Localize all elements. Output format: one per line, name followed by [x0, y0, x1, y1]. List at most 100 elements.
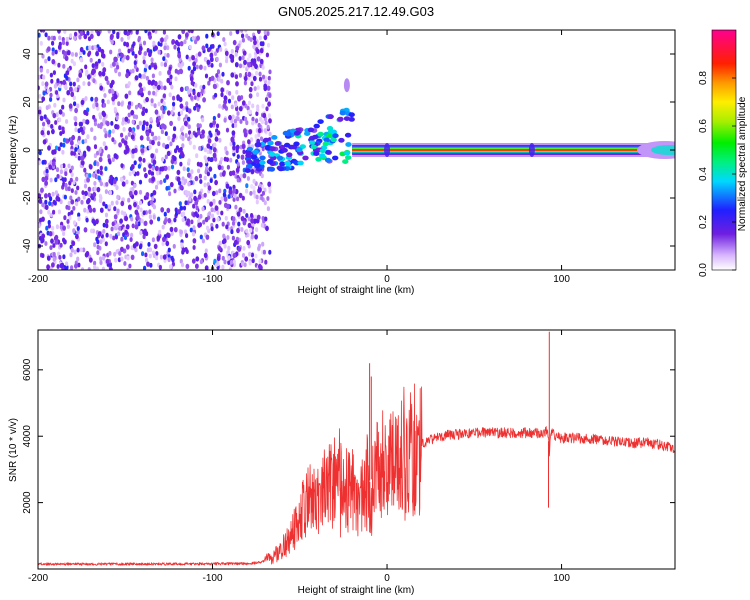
heatmap-cell [107, 30, 111, 34]
heatmap-cell [42, 30, 46, 33]
heatmap-cell [70, 210, 74, 215]
heatmap-cell [185, 233, 189, 239]
heatmap-cell [250, 81, 254, 87]
heatmap-cell [226, 80, 230, 86]
heatmap-cell [225, 183, 230, 189]
heatmap-cell [191, 258, 196, 264]
heatmap-cell [148, 209, 152, 215]
colorbar-tick-label: 0.6 [698, 119, 709, 133]
heatmap-cell [144, 63, 148, 69]
snr-y-tick-label: 4000 [22, 425, 33, 448]
heatmap-cell [113, 214, 118, 220]
heatmap-cell [125, 224, 130, 230]
heatmap-cell [118, 142, 122, 148]
heatmap-cell [255, 227, 259, 233]
heatmap-cell [143, 67, 147, 73]
heatmap-cell [154, 30, 158, 34]
heatmap-cell [182, 205, 187, 211]
snr-x-tick-label: -100 [203, 573, 223, 584]
heatmap-cell [244, 116, 248, 122]
heatmap-cell [216, 255, 221, 262]
heatmap-cell [211, 213, 215, 219]
heatmap-cell [39, 67, 43, 73]
heatmap-cell [154, 45, 159, 51]
heatmap-cell [138, 73, 142, 78]
heatmap-cell [70, 199, 75, 205]
heatmap-cell [284, 160, 291, 166]
heatmap-cell [228, 91, 232, 96]
heatmap-cell [54, 177, 58, 183]
heatmap-cell [242, 220, 247, 226]
heatmap-cell [242, 208, 246, 214]
heatmap-cell [45, 105, 49, 110]
heatmap-cell [70, 265, 74, 270]
heatmap-cell [260, 222, 264, 228]
heatmap-cell [253, 86, 257, 91]
heatmap-cell [152, 40, 156, 46]
heatmap-cell [53, 102, 57, 108]
heatmap-cell [230, 72, 235, 78]
heatmap-cell [74, 127, 78, 133]
heatmap-cell [166, 207, 171, 214]
heatmap-cell [72, 61, 76, 67]
heatmap-cell [121, 117, 126, 123]
heatmap-cell [199, 234, 203, 240]
heatmap-cell [83, 207, 87, 213]
heatmap-cell [52, 256, 56, 262]
heatmap-cell [46, 119, 51, 125]
heatmap-cell [161, 224, 165, 230]
heatmap-cell [259, 160, 266, 166]
heatmap-cell [228, 170, 233, 177]
heatmap-cell [63, 30, 67, 34]
heatmap-cell [80, 160, 85, 166]
heatmap-cell [42, 74, 46, 80]
heatmap-cell [76, 103, 80, 109]
heatmap-cell [271, 135, 278, 140]
heatmap-cell [251, 116, 255, 122]
heatmap-cell [74, 263, 78, 269]
heatmap-cell [261, 41, 265, 47]
spectrogram-y-tick-label: 20 [22, 96, 33, 108]
heatmap-cell [99, 239, 103, 245]
heatmap-cell [208, 211, 212, 217]
heatmap-cell [263, 200, 267, 206]
heatmap-cell [61, 126, 65, 132]
heatmap-cell [187, 108, 192, 114]
heatmap-cell [172, 133, 177, 139]
heatmap-cell [192, 90, 196, 96]
heatmap-cell [111, 100, 116, 106]
heatmap-cell [38, 109, 42, 115]
heatmap-cell [50, 124, 54, 129]
heatmap-cell [214, 156, 218, 162]
heatmap-cell [62, 231, 66, 237]
heatmap-cell [219, 47, 223, 52]
heatmap-cell [212, 217, 216, 223]
heatmap-cell [65, 70, 70, 76]
heatmap-cell [62, 254, 66, 260]
heatmap-cell [268, 166, 276, 172]
heatmap-cell [152, 159, 157, 165]
heatmap-cell [104, 166, 108, 172]
heatmap-cell [159, 179, 163, 185]
heatmap-cell [90, 228, 94, 234]
heatmap-cell [147, 169, 152, 175]
heatmap-cell [231, 95, 235, 100]
heatmap-cell [98, 114, 103, 120]
heatmap-cell [96, 150, 100, 156]
heatmap-cell [62, 97, 66, 103]
heatmap-cell [145, 131, 150, 137]
heatmap-cell [155, 251, 159, 256]
heatmap-cell [133, 190, 138, 196]
heatmap-cell [105, 232, 109, 238]
heatmap-cell [125, 244, 130, 250]
heatmap-cell [269, 146, 276, 152]
heatmap-cell [127, 112, 131, 118]
heatmap-cell [248, 86, 253, 93]
heatmap-cell [179, 103, 184, 109]
heatmap-cell [260, 173, 264, 179]
heatmap-cell [120, 163, 124, 169]
heatmap-cell [158, 80, 162, 86]
heatmap-cell [105, 120, 110, 127]
